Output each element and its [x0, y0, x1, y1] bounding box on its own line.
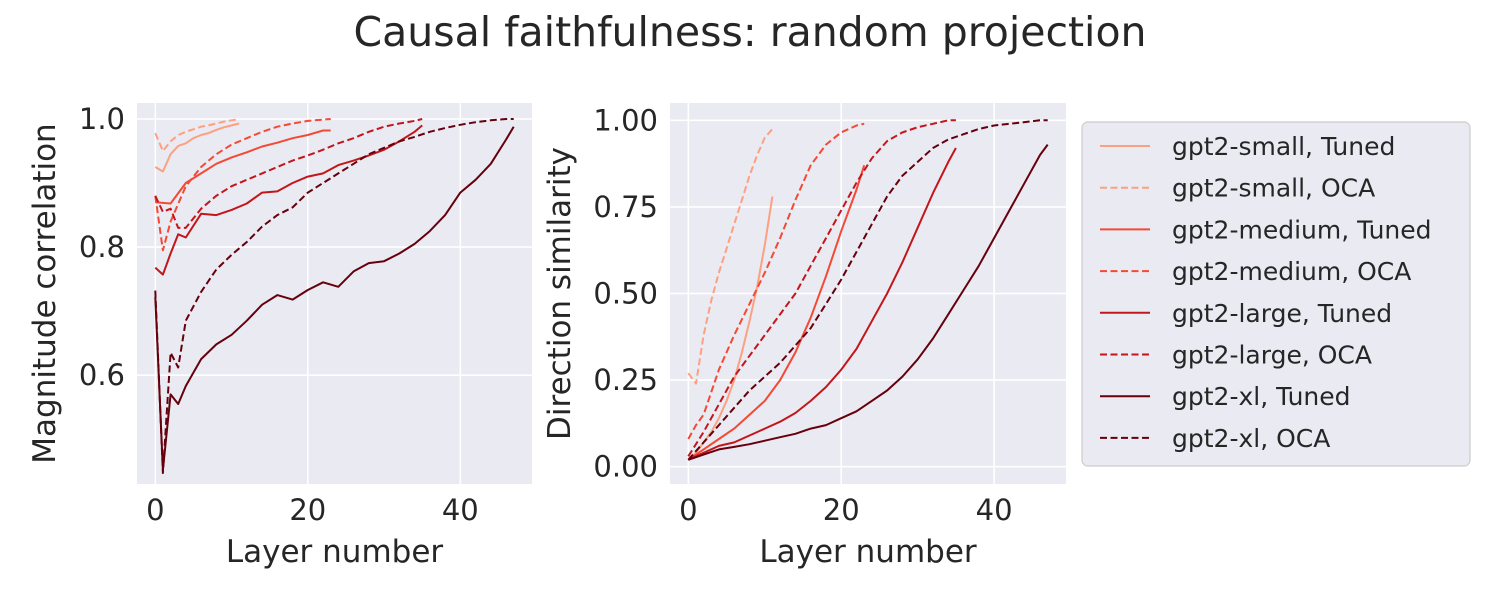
- series-line: [154, 118, 331, 252]
- legend-label: gpt2-xl, OCA: [1172, 424, 1330, 453]
- legend: gpt2-small, Tuned gpt2-small, OCA gpt2-med…: [1081, 121, 1471, 467]
- x-tick-label: 20: [289, 493, 326, 527]
- x-tick-label: 40: [976, 493, 1013, 527]
- legend-label: gpt2-medium, Tuned: [1172, 215, 1432, 244]
- y-tick-label: 0.8: [79, 230, 125, 264]
- x-axis-label: Layer number: [226, 534, 444, 570]
- y-tick-label: 0.50: [593, 277, 658, 311]
- y-axis-label: Magnitude correlation: [27, 123, 63, 463]
- series-line: [687, 119, 1048, 461]
- series-line: [687, 144, 1049, 461]
- legend-label: gpt2-large, OCA: [1172, 341, 1372, 370]
- legend-frame: [1081, 121, 1471, 467]
- series-line: [687, 128, 774, 385]
- x-tick-label: 40: [442, 493, 479, 527]
- series-line: [687, 122, 865, 440]
- x-tick-label: 0: [146, 493, 164, 527]
- legend-label: gpt2-large, Tuned: [1172, 299, 1392, 328]
- legend-label: gpt2-small, Tuned: [1172, 132, 1395, 161]
- x-axis-label: Layer number: [759, 534, 977, 570]
- x-tick-label: 20: [823, 493, 860, 527]
- series-line: [687, 164, 866, 461]
- y-tick-label: 0.6: [79, 358, 125, 392]
- y-tick-label: 0.00: [593, 450, 658, 484]
- legend-label: gpt2-small, OCA: [1172, 174, 1375, 203]
- y-tick-label: 0.25: [593, 363, 658, 397]
- series-line: [155, 129, 331, 205]
- legend-label: gpt2-xl, Tuned: [1172, 382, 1351, 411]
- magnitude-correlation-panel: 0 20 40 0.6 0.8 1.0 Layer number Magnitude corr…: [27, 102, 532, 570]
- legend-label: gpt2-medium, OCA: [1172, 257, 1411, 286]
- y-tick-label: 1.00: [593, 103, 658, 137]
- series-line: [687, 119, 956, 457]
- x-tick-label: 0: [679, 493, 697, 527]
- series-line: [154, 126, 515, 471]
- plot-area: [137, 103, 532, 484]
- direction-similarity-panel: 0 20 40 0.00 0.25 0.50 0.75 1.00 Layer number Dir…: [542, 103, 1066, 570]
- y-tick-label: 1.0: [79, 102, 125, 136]
- series-line: [154, 118, 423, 229]
- series-line: [154, 118, 240, 152]
- series-line: [687, 147, 957, 461]
- series-line: [154, 124, 423, 276]
- y-tick-label: 0.75: [593, 190, 658, 224]
- series-line: [154, 118, 514, 475]
- series-line: [154, 122, 240, 173]
- figure-title: Causal faithfulness: random projection: [353, 8, 1147, 56]
- y-axis-label: Direction similarity: [542, 147, 578, 440]
